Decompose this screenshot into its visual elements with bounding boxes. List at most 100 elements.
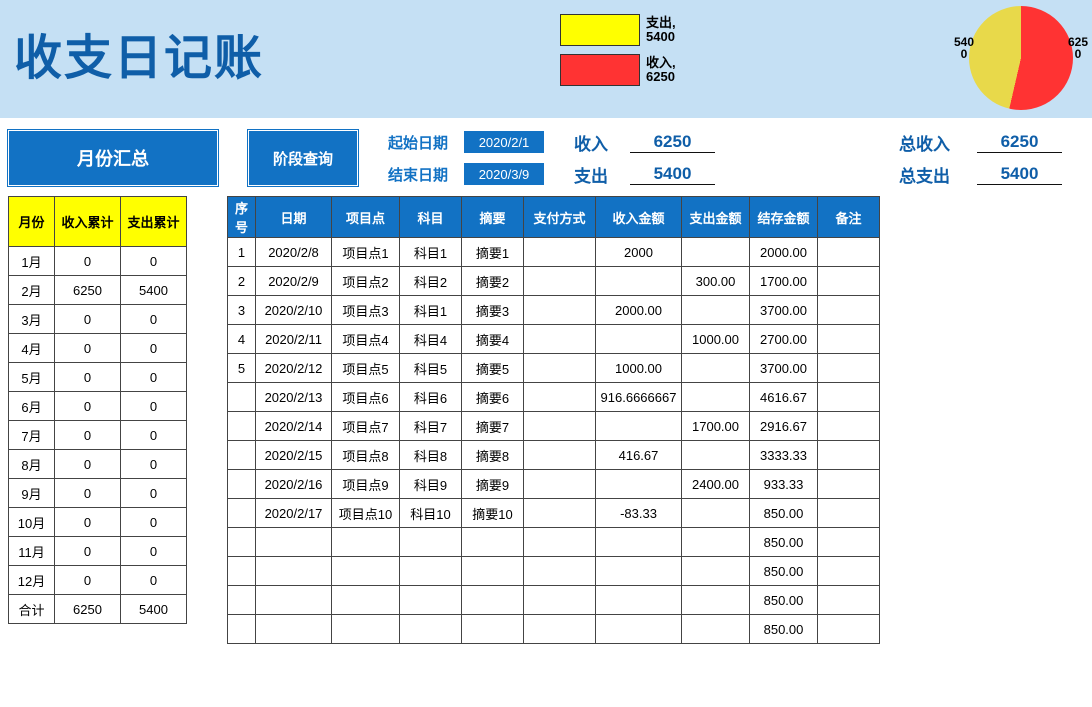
table-cell[interactable] (524, 557, 596, 586)
table-cell[interactable] (818, 383, 880, 412)
table-cell[interactable]: 2020/2/10 (256, 296, 332, 325)
table-cell[interactable]: 摘要6 (462, 383, 524, 412)
table-cell[interactable]: 4 (228, 325, 256, 354)
table-cell[interactable] (332, 557, 400, 586)
table-cell[interactable] (524, 528, 596, 557)
table-cell[interactable] (682, 296, 750, 325)
table-cell[interactable] (228, 499, 256, 528)
table-cell[interactable]: 5 (228, 354, 256, 383)
table-cell[interactable]: 1000.00 (596, 354, 682, 383)
table-cell[interactable]: 1700.00 (682, 412, 750, 441)
table-cell[interactable]: 项目点9 (332, 470, 400, 499)
table-cell[interactable]: 416.67 (596, 441, 682, 470)
table-cell[interactable] (682, 586, 750, 615)
table-cell[interactable]: 2020/2/17 (256, 499, 332, 528)
table-cell[interactable]: 933.33 (750, 470, 818, 499)
table-cell[interactable] (400, 586, 462, 615)
table-cell[interactable]: 项目点2 (332, 267, 400, 296)
table-cell[interactable]: 项目点8 (332, 441, 400, 470)
table-cell[interactable] (256, 528, 332, 557)
table-cell[interactable] (818, 267, 880, 296)
table-cell[interactable]: 2020/2/14 (256, 412, 332, 441)
table-cell[interactable]: 科目4 (400, 325, 462, 354)
table-cell[interactable] (818, 615, 880, 644)
table-cell[interactable] (256, 557, 332, 586)
table-cell[interactable]: 2916.67 (750, 412, 818, 441)
table-cell[interactable]: 摘要1 (462, 238, 524, 267)
table-cell[interactable] (524, 238, 596, 267)
table-cell[interactable] (596, 470, 682, 499)
table-cell[interactable]: 3700.00 (750, 296, 818, 325)
table-cell[interactable] (818, 557, 880, 586)
phase-query-button[interactable]: 阶段查询 (248, 130, 358, 186)
table-cell[interactable] (256, 615, 332, 644)
table-cell[interactable] (682, 615, 750, 644)
table-cell[interactable]: 摘要7 (462, 412, 524, 441)
table-cell[interactable]: -83.33 (596, 499, 682, 528)
table-cell[interactable] (596, 557, 682, 586)
table-cell[interactable]: 科目9 (400, 470, 462, 499)
table-cell[interactable] (596, 615, 682, 644)
table-cell[interactable]: 3 (228, 296, 256, 325)
table-cell[interactable] (524, 383, 596, 412)
table-cell[interactable] (524, 470, 596, 499)
table-cell[interactable]: 2020/2/13 (256, 383, 332, 412)
table-cell[interactable] (818, 470, 880, 499)
table-cell[interactable] (332, 586, 400, 615)
table-cell[interactable]: 项目点1 (332, 238, 400, 267)
table-cell[interactable] (462, 586, 524, 615)
end-date-value[interactable]: 2020/3/9 (464, 163, 544, 185)
table-cell[interactable]: 摘要5 (462, 354, 524, 383)
table-cell[interactable]: 摘要3 (462, 296, 524, 325)
table-cell[interactable] (524, 586, 596, 615)
table-cell[interactable] (228, 586, 256, 615)
table-cell[interactable]: 1000.00 (682, 325, 750, 354)
table-cell[interactable]: 850.00 (750, 557, 818, 586)
table-cell[interactable]: 项目点7 (332, 412, 400, 441)
table-cell[interactable]: 2000.00 (596, 296, 682, 325)
table-cell[interactable] (228, 615, 256, 644)
table-cell[interactable]: 850.00 (750, 615, 818, 644)
table-cell[interactable]: 2400.00 (682, 470, 750, 499)
table-cell[interactable] (228, 557, 256, 586)
table-cell[interactable] (682, 557, 750, 586)
table-cell[interactable]: 摘要10 (462, 499, 524, 528)
table-cell[interactable] (228, 383, 256, 412)
table-cell[interactable]: 2020/2/9 (256, 267, 332, 296)
table-cell[interactable]: 摘要4 (462, 325, 524, 354)
table-cell[interactable]: 2020/2/12 (256, 354, 332, 383)
table-cell[interactable] (596, 267, 682, 296)
table-cell[interactable]: 2020/2/11 (256, 325, 332, 354)
table-cell[interactable]: 2020/2/15 (256, 441, 332, 470)
table-cell[interactable]: 2020/2/8 (256, 238, 332, 267)
table-cell[interactable]: 3333.33 (750, 441, 818, 470)
table-cell[interactable] (524, 499, 596, 528)
table-cell[interactable]: 项目点10 (332, 499, 400, 528)
table-cell[interactable] (524, 296, 596, 325)
table-cell[interactable]: 科目7 (400, 412, 462, 441)
table-cell[interactable] (400, 615, 462, 644)
table-cell[interactable] (524, 354, 596, 383)
table-cell[interactable]: 科目2 (400, 267, 462, 296)
table-cell[interactable] (682, 383, 750, 412)
table-cell[interactable] (400, 528, 462, 557)
month-summary-button[interactable]: 月份汇总 (8, 130, 218, 186)
table-cell[interactable]: 850.00 (750, 499, 818, 528)
table-cell[interactable]: 科目1 (400, 296, 462, 325)
table-cell[interactable] (524, 615, 596, 644)
table-cell[interactable]: 4616.67 (750, 383, 818, 412)
table-cell[interactable] (256, 586, 332, 615)
table-cell[interactable]: 916.6666667 (596, 383, 682, 412)
table-cell[interactable] (682, 499, 750, 528)
table-cell[interactable] (462, 615, 524, 644)
table-cell[interactable] (818, 296, 880, 325)
table-cell[interactable]: 项目点3 (332, 296, 400, 325)
table-cell[interactable]: 300.00 (682, 267, 750, 296)
table-cell[interactable] (818, 586, 880, 615)
table-cell[interactable]: 项目点6 (332, 383, 400, 412)
table-cell[interactable]: 2 (228, 267, 256, 296)
table-cell[interactable]: 850.00 (750, 528, 818, 557)
table-cell[interactable] (818, 238, 880, 267)
table-cell[interactable] (682, 441, 750, 470)
table-cell[interactable] (682, 354, 750, 383)
